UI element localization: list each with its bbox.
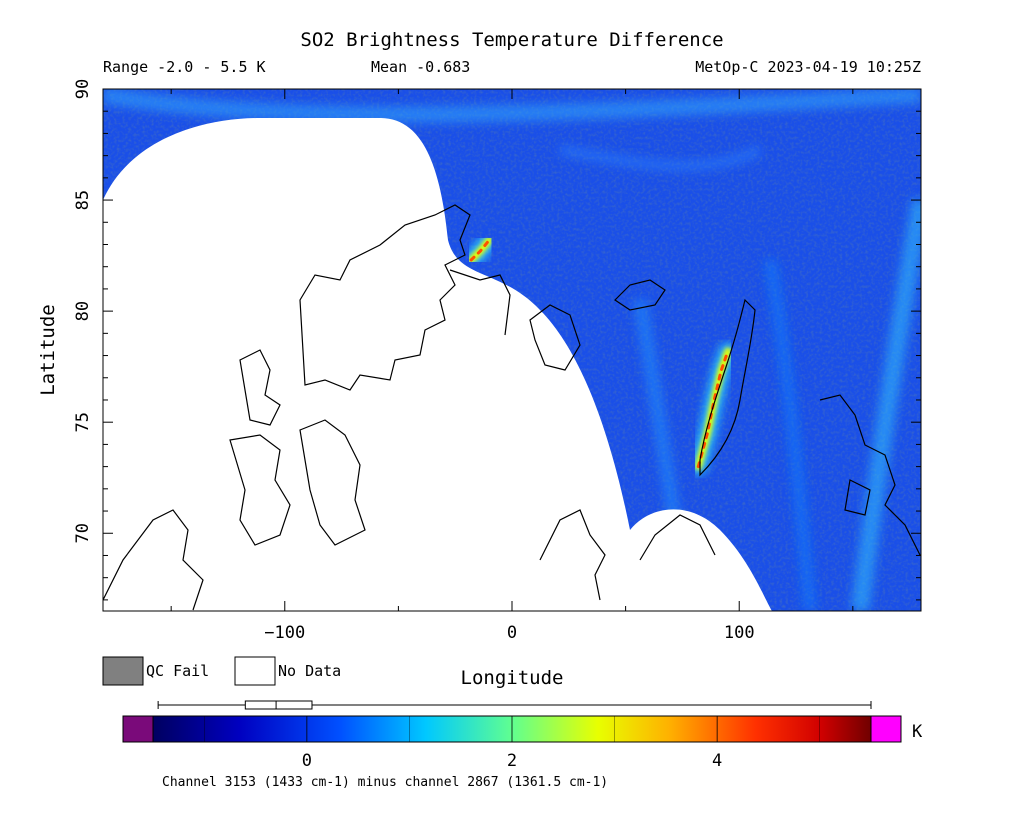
plot-area [103,89,921,611]
mean-label: Mean -0.683 [371,58,470,76]
so2-spot-north-greenland-core [469,238,491,262]
qc-fail-swatch [102,656,144,686]
no-data-swath-gap [103,118,772,611]
y-tick-label: 70 [73,523,93,543]
colorbar-caption: Channel 3153 (1433 cm-1) minus channel 2… [162,775,608,790]
coastlines [103,204,921,611]
colorbar-ticks: 0 2 4 [203,716,821,771]
x-tick-label: 0 [507,623,517,643]
y-ticks: 70 75 80 85 90 [73,79,921,601]
x-tick-label: 100 [724,623,755,643]
range-label: Range -2.0 - 5.5 K [103,58,266,76]
qc-fail-label: QC Fail [146,662,209,680]
x-axis-label: Longitude [461,667,564,689]
satellite-time-label: MetOp-C 2023-04-19 10:25Z [695,58,921,76]
y-tick-label: 75 [73,412,93,432]
y-tick-label: 85 [73,190,93,210]
x-tick-label: −100 [264,623,305,643]
no-data-swatch [234,656,276,686]
colorbar-tick-label: 2 [507,751,517,771]
x-ticks: −100 0 100 [170,89,854,643]
chart-title: SO2 Brightness Temperature Difference [300,29,723,51]
y-tick-label: 80 [73,301,93,321]
features-layer [463,232,736,475]
scan-streaks [103,89,921,611]
so2-plume-novaya-zemlya-core [696,349,730,469]
y-tick-label: 90 [73,79,93,99]
colorbar-tick-label: 4 [712,751,722,771]
no-data-label: No Data [278,662,341,680]
distribution-boxplot [157,700,872,710]
colorbar-unit: K [912,722,923,742]
colorbar-over-range [870,715,902,743]
colorbar-tick-label: 0 [302,751,312,771]
y-axis-label: Latitude [37,304,59,396]
boxplot-box [244,700,313,710]
colorbar-under-range [122,715,154,743]
